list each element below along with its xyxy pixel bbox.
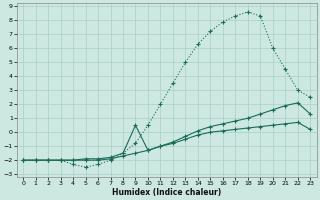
X-axis label: Humidex (Indice chaleur): Humidex (Indice chaleur)	[112, 188, 221, 197]
